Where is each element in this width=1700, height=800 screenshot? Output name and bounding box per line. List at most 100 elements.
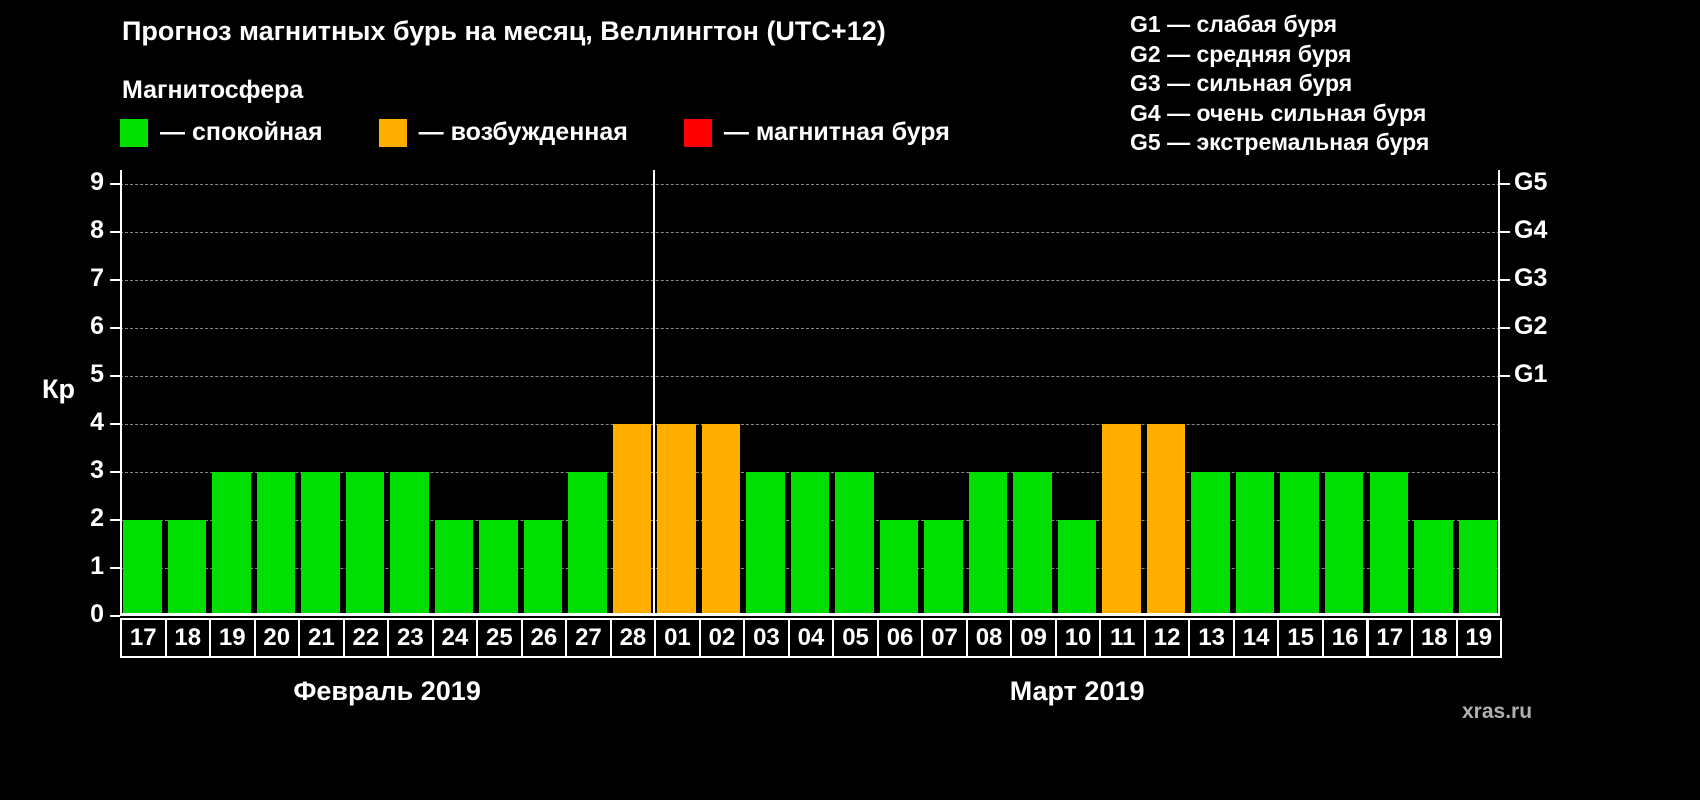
plot-area xyxy=(120,170,1500,616)
kp-bar xyxy=(390,472,429,616)
y-tick-mark xyxy=(110,183,120,186)
day-label-cell: 09 xyxy=(1010,618,1057,658)
day-label-cell: 17 xyxy=(1366,618,1413,658)
y-tick-mark xyxy=(110,615,120,617)
legend-label-storm: — магнитная буря xyxy=(723,118,950,146)
y-tick-mark xyxy=(110,471,120,474)
day-label-cell: 20 xyxy=(253,618,300,658)
kp-bar xyxy=(256,472,295,616)
kp-bar xyxy=(1146,424,1186,616)
y-tick-mark xyxy=(110,567,120,569)
kp-bar xyxy=(479,520,518,616)
day-label-cell: 22 xyxy=(342,618,390,658)
day-label-cell: 27 xyxy=(565,618,612,658)
month-label: Март 2019 xyxy=(1009,676,1145,706)
gridline xyxy=(120,232,1500,234)
y-tick-mark xyxy=(110,279,120,282)
right-axis-line xyxy=(1498,170,1500,616)
kp-bar xyxy=(1013,472,1052,616)
day-label-cell: 18 xyxy=(164,618,211,658)
day-label-cell: 16 xyxy=(1321,618,1369,658)
y-tick-label: 1 xyxy=(90,552,104,580)
kp-bar xyxy=(1191,472,1230,616)
kp-bar xyxy=(523,520,563,616)
kp-bar xyxy=(1414,520,1453,616)
g-legend-line-g1: G1 — слабая буря xyxy=(1130,11,1338,37)
y-tick-label: 3 xyxy=(90,456,104,485)
month-separator-line xyxy=(653,170,656,616)
day-label-cell: 21 xyxy=(298,618,345,658)
legend-label-excited: — возбужденная xyxy=(418,118,628,146)
g-tick-mark xyxy=(1500,327,1510,330)
y-tick-label: 0 xyxy=(90,600,104,628)
day-label-cell: 19 xyxy=(1455,618,1502,658)
day-label-cell: 23 xyxy=(387,618,434,658)
excited-color-swatch xyxy=(378,118,407,147)
gridline xyxy=(120,184,1500,186)
g-tick-mark xyxy=(1500,183,1510,186)
day-label-cell: 01 xyxy=(654,618,701,658)
day-label-cell: 25 xyxy=(476,618,523,658)
gridline xyxy=(120,424,1500,426)
kp-bar xyxy=(968,472,1008,616)
kp-bar xyxy=(1235,472,1275,616)
day-axis: 17 18 19 20 21 22 23 24 25 26 27 28 01 02 03 04 05 06 07 08… xyxy=(120,618,1506,658)
y-tick-label: 9 xyxy=(90,168,104,197)
y-tick-mark xyxy=(110,519,120,522)
kp-bar xyxy=(701,424,741,616)
g-scale-legend: G1 — слабая буря G2 — средняя буря G3 — … xyxy=(1130,10,1429,158)
day-label-cell: 11 xyxy=(1099,618,1146,658)
kp-bar xyxy=(301,472,340,616)
day-label-cell: 12 xyxy=(1143,618,1191,658)
kp-bar xyxy=(1324,472,1364,616)
day-label-cell: 10 xyxy=(1054,618,1102,658)
day-label-cell: 07 xyxy=(921,618,968,658)
y-tick-mark xyxy=(110,375,120,378)
gridline xyxy=(120,376,1500,378)
month-label: Февраль 2019 xyxy=(293,676,481,706)
g-tick-label: G3 xyxy=(1514,264,1548,293)
day-label-cell: 17 xyxy=(120,618,167,658)
kp-bar xyxy=(1458,520,1497,616)
legend-item-excited: — возбужденная xyxy=(378,118,628,147)
y-tick-mark xyxy=(110,327,120,330)
kp-bar xyxy=(924,520,963,616)
y-axis-line xyxy=(120,170,122,616)
page-title: Прогноз магнитных бурь на месяц, Веллинг… xyxy=(122,16,886,46)
kp-bar xyxy=(1057,520,1097,616)
kp-bar xyxy=(568,472,607,616)
magnetosphere-label: Магнитосфера xyxy=(122,76,304,104)
kp-bar xyxy=(434,520,474,616)
legend-item-quiet: — спокойная xyxy=(120,118,323,147)
day-label-cell: 06 xyxy=(876,618,924,658)
day-label-cell: 14 xyxy=(1232,618,1280,658)
y-tick-label: 4 xyxy=(90,408,104,437)
legend-label-quiet: — спокойная xyxy=(160,118,323,146)
kp-bar xyxy=(835,472,874,616)
kp-bar xyxy=(879,520,919,616)
y-tick-label: 8 xyxy=(90,216,104,245)
day-label-cell: 18 xyxy=(1411,618,1458,658)
day-label-cell: 05 xyxy=(832,618,879,658)
gridline xyxy=(120,328,1500,330)
day-label-cell: 15 xyxy=(1277,618,1324,658)
kp-bar xyxy=(1369,472,1408,616)
g-tick-mark xyxy=(1500,279,1510,282)
g-legend-line-g5: G5 — экстремальная буря xyxy=(1130,129,1430,155)
g-tick-label: G4 xyxy=(1514,216,1548,245)
kp-bar xyxy=(612,424,652,616)
y-axis-title: Кр xyxy=(42,374,75,404)
y-tick-label: 5 xyxy=(90,360,104,389)
day-label-cell: 13 xyxy=(1188,618,1235,658)
day-label-cell: 08 xyxy=(965,618,1013,658)
g-tick-mark xyxy=(1500,231,1510,234)
day-label-cell: 24 xyxy=(431,618,479,658)
day-label-cell: 19 xyxy=(209,618,256,658)
kp-bar xyxy=(167,520,206,616)
y-tick-mark xyxy=(110,423,120,426)
kp-bar xyxy=(123,520,162,616)
day-label-cell: 28 xyxy=(609,618,657,658)
gridline xyxy=(120,280,1500,282)
kp-bar xyxy=(657,424,696,616)
